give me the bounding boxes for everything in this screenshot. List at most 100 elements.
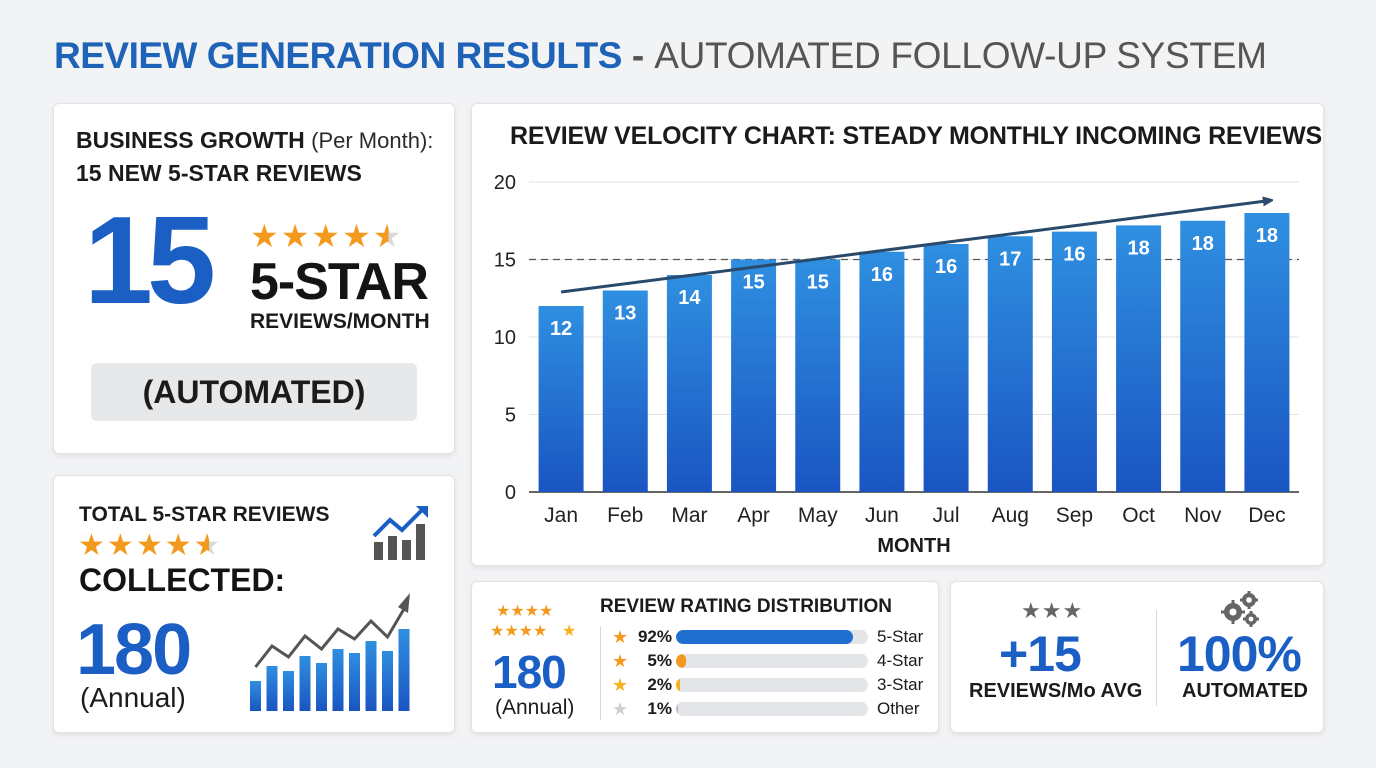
- bar-value-label: 18: [1192, 233, 1214, 255]
- x-axis-title: MONTH: [877, 535, 950, 557]
- bar-may: [795, 259, 841, 492]
- star-icon: ★: [612, 675, 629, 695]
- bar-jan: [538, 306, 584, 492]
- star-icon: ★: [280, 218, 310, 254]
- bar-apr: [731, 259, 777, 492]
- svg-text:★: ★: [562, 621, 576, 640]
- avg-reviews-value: +15: [999, 626, 1082, 682]
- x-tick-label: Apr: [737, 504, 770, 527]
- star-icon: ★: [311, 218, 341, 254]
- automated-value: 100%: [1177, 626, 1302, 682]
- collected-label: COLLECTED:: [79, 562, 286, 598]
- x-tick-label: Feb: [607, 504, 643, 527]
- y-tick-label: 0: [505, 482, 516, 504]
- star-icon: ★: [164, 529, 192, 562]
- bar-value-label: 13: [614, 303, 636, 325]
- bar-aug: [987, 236, 1033, 492]
- bar-jun: [859, 251, 905, 492]
- distribution-bar-fill: [676, 630, 853, 644]
- page-title-separator: -: [631, 35, 645, 76]
- mini-trend-chart: [250, 593, 410, 711]
- bar-dec: [1244, 213, 1290, 492]
- distribution-title: REVIEW RATING DISTRIBUTION: [600, 596, 893, 617]
- x-tick-label: Jan: [544, 504, 578, 527]
- chart-title: REVIEW VELOCITY CHART: STEADY MONTHLY IN…: [510, 122, 1322, 150]
- growth-star-rating: ★ ★ ★ ★ ★: [250, 220, 401, 252]
- distribution-row: ★ 5% 4-Star: [612, 650, 932, 672]
- page-title-sub: AUTOMATED FOLLOW-UP SYSTEM: [654, 35, 1267, 76]
- bar-value-label: 12: [550, 318, 572, 340]
- bar-value-label: 16: [871, 264, 893, 286]
- bar-feb: [602, 290, 648, 492]
- three-stars-icon: ★★★: [1021, 598, 1084, 623]
- star-icon: ★: [612, 699, 629, 719]
- y-tick-label: 15: [494, 250, 516, 272]
- bar-value-label: 16: [935, 256, 957, 278]
- trending-up-bars-icon: [372, 506, 428, 560]
- reviews-per-month-label: REVIEWS/MONTH: [250, 310, 430, 333]
- mini-bar: [382, 651, 393, 711]
- distribution-pct: 1%: [647, 699, 672, 718]
- page-title: REVIEW GENERATION RESULTS - AUTOMATED FOLL…: [54, 34, 1267, 78]
- distribution-bar-fill: [676, 654, 686, 668]
- distribution-label: 4-Star: [877, 651, 924, 670]
- mini-bar: [398, 629, 410, 711]
- mini-trend-arrowhead: [398, 593, 410, 613]
- y-tick-label: 10: [494, 327, 516, 349]
- mini-bar: [299, 656, 311, 711]
- mini-bar: [349, 653, 360, 711]
- kpi-divider: [1156, 610, 1157, 706]
- svg-text:★★★★: ★★★★: [496, 601, 553, 620]
- distribution-row: ★ 1% Other: [612, 698, 932, 720]
- distribution-bar-fill: [676, 702, 679, 716]
- bar-oct: [1116, 225, 1162, 492]
- star-icon: ★: [106, 529, 134, 562]
- half-star-icon: ★: [193, 529, 221, 562]
- bar-value-label: 18: [1256, 225, 1278, 247]
- total-annual-label: (Annual): [80, 682, 186, 713]
- distribution-label: Other: [877, 699, 920, 718]
- distribution-row: ★ 2% 3-Star: [612, 674, 932, 696]
- x-tick-label: May: [798, 504, 838, 527]
- distribution-annual-label: (Annual): [495, 696, 575, 719]
- distribution-pct: 2%: [647, 675, 672, 694]
- star-icon: ★: [78, 529, 105, 562]
- total-reviews-count: 180: [76, 610, 192, 690]
- business-growth-card: BUSINESS GROWTH (Per Month): 15 NEW 5-ST…: [53, 103, 455, 454]
- mini-bar: [332, 649, 344, 711]
- distribution-row: ★ 92% 5-Star: [612, 626, 932, 648]
- distribution-divider: [600, 626, 601, 720]
- growth-heading-bold: BUSINESS GROWTH: [76, 127, 305, 153]
- mini-bar: [250, 681, 261, 711]
- x-tick-label: Oct: [1122, 504, 1155, 527]
- distribution-pct: 92%: [637, 627, 672, 646]
- automated-badge: (AUTOMATED): [91, 363, 417, 421]
- x-tick-label: Aug: [992, 504, 1029, 527]
- distribution-label: 5-Star: [877, 627, 924, 646]
- page-title-main: REVIEW GENERATION RESULTS: [54, 35, 622, 76]
- distribution-bar-track: [676, 630, 868, 644]
- y-tick-label: 20: [494, 172, 516, 194]
- star-icon: ★: [342, 218, 371, 254]
- five-star-label: 5-STAR: [250, 253, 429, 311]
- bar-jul: [923, 244, 969, 492]
- mini-bar: [365, 641, 377, 711]
- bar-value-label: 17: [999, 248, 1021, 270]
- gears-icon: [1221, 591, 1259, 627]
- x-tick-label: Jun: [865, 504, 899, 527]
- mini-trend-line: [254, 608, 406, 668]
- distribution-label: 3-Star: [877, 675, 924, 694]
- star-icon: ★: [612, 651, 629, 671]
- star-cluster-icon: ★★★★ ★★★★ ★: [490, 601, 576, 640]
- distribution-pct: 5%: [647, 651, 672, 670]
- mini-bar: [283, 671, 294, 711]
- x-tick-label: Jul: [933, 504, 960, 527]
- star-icon: ★: [612, 627, 629, 647]
- y-tick-label: 5: [505, 405, 516, 427]
- x-tick-label: Nov: [1184, 504, 1222, 527]
- distribution-bar-track: [676, 702, 868, 716]
- bar-value-label: 15: [807, 272, 829, 294]
- half-star-icon: ★: [372, 218, 402, 254]
- mini-bar: [316, 663, 327, 711]
- bar-value-label: 18: [1127, 237, 1149, 259]
